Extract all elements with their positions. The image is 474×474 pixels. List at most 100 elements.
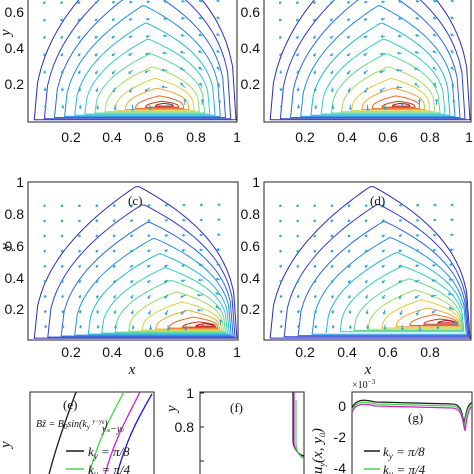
quiver-arrowhead [180, 312, 184, 315]
quiver-arrowhead [184, 328, 188, 331]
quiver-arrowhead [60, 219, 64, 223]
quiver-arrowhead [414, 295, 418, 299]
quiver-arrowhead [435, 99, 439, 102]
contour-line [353, 278, 464, 331]
quiver-arrowhead [279, 280, 283, 283]
quiver-arrowhead [78, 71, 81, 75]
contour-line [101, 267, 228, 334]
quiver-arrowhead [431, 310, 435, 314]
quiver-arrowhead [433, 218, 436, 222]
panel-e-legend-1: ky = π/8 [88, 444, 130, 461]
quiver-arrowhead [347, 89, 351, 93]
panel-d-ytick-2: 0.8 [241, 206, 261, 222]
quiver-arrowhead [128, 53, 131, 56]
panel-e: y (e) Bž = B0sin(ky y−y0) ym−y0 ky = π/8… [0, 391, 155, 474]
panel-c-xlabel: x [128, 362, 136, 378]
quiver-arrowhead [217, 203, 220, 207]
quiver-arrowhead [180, 34, 184, 37]
quiver-arrowhead [347, 71, 350, 75]
quiver-arrowhead [381, 234, 385, 237]
quiver-arrowhead [148, 107, 152, 110]
quiver-arrowhead [431, 279, 435, 282]
quiver-arrowhead [95, 265, 99, 268]
quiver-arrowhead [364, 219, 368, 222]
contour-line [33, 0, 237, 121]
quiver-arrowhead [379, 70, 383, 74]
panel-d-xtick-1: 0.2 [295, 344, 315, 360]
quiver-arrowhead [180, 17, 184, 20]
quiver-arrowhead [217, 82, 221, 86]
quiver-arrowhead [144, 70, 148, 73]
quiver-arrowhead [198, 33, 202, 37]
quiver-arrowhead [43, 18, 46, 22]
quiver-arrowhead [399, 312, 403, 316]
quiver-arrowhead [346, 53, 350, 57]
quiver-arrowhead [60, 53, 64, 57]
quiver-arrowhead [296, 280, 300, 284]
quiver-arrowhead [61, 295, 65, 299]
quiver-arrowhead [198, 263, 202, 267]
contour-line [330, 53, 441, 114]
quiver-arrowhead [61, 325, 65, 329]
quiver-arrowhead [313, 250, 317, 253]
quiver-arrowhead [164, 218, 168, 222]
quiver-arrowhead [348, 107, 352, 110]
quiver-arrowhead [180, 82, 183, 86]
quiver-arrowhead [383, 107, 387, 111]
quiver-arrowhead [313, 295, 317, 299]
panel-d: (d) 1 0.8 0.6 0.4 0.2 0.2 0.4 0.6 0.8 x [241, 174, 472, 378]
quiver-arrowhead [348, 280, 351, 284]
panel-d-contours [269, 186, 471, 339]
quiver-arrowhead [396, 68, 399, 72]
quiver-arrowhead [363, 53, 366, 56]
quiver-arrowhead [313, 36, 316, 39]
quiver-arrowhead [414, 279, 418, 283]
quiver-arrowhead [199, 218, 203, 222]
contour-line [320, 38, 446, 115]
quiver-arrowhead [331, 280, 334, 284]
panel-b-ytick-3: 0.2 [241, 76, 261, 92]
quiver-arrowhead [433, 0, 436, 3]
panel-a-ytick-2: 0.4 [5, 40, 25, 56]
contour-line [381, 100, 416, 108]
panel-a-contours [33, 0, 237, 121]
quiver-arrowhead [43, 105, 47, 109]
quiver-arrowhead [216, 50, 220, 53]
contour-line [114, 279, 226, 333]
quiver-arrowhead [364, 265, 368, 268]
quiver-arrowhead [43, 219, 47, 223]
quiver-arrowhead [78, 106, 82, 109]
contour-line [154, 309, 221, 330]
quiver-arrowhead [129, 90, 132, 93]
panel-a-ylabel: y [0, 29, 14, 38]
quiver-arrowhead [330, 234, 334, 238]
panel-c-xtick-5: 1 [233, 344, 241, 360]
panel-a-xtick-1: 0.2 [61, 129, 81, 145]
quiver-arrowhead [43, 249, 47, 253]
quiver-arrowhead [397, 51, 400, 55]
quiver-arrowhead [95, 280, 99, 284]
quiver-arrowhead [61, 88, 64, 92]
quiver-arrowhead [183, 98, 187, 102]
quiver-arrowhead [381, 219, 385, 222]
panel-d-ytick-1: 1 [252, 174, 260, 190]
panel-d-quiver [279, 203, 457, 332]
quiver-arrowhead [312, 1, 316, 4]
quiver-arrowhead [43, 265, 47, 268]
quiver-arrowhead [366, 108, 370, 111]
panel-g-label: (g) [408, 410, 423, 425]
panel-c-ytick-5: 0.2 [5, 301, 25, 317]
panel-d-xlabel: x [364, 362, 372, 378]
panel-f-frame [199, 391, 305, 474]
quiver-arrowhead [163, 0, 167, 4]
quiver-arrowhead [112, 249, 116, 253]
quiver-arrowhead [78, 295, 82, 299]
panel-e-label: (e) [63, 397, 77, 412]
quiver-arrowhead [94, 1, 98, 4]
quiver-arrowhead [347, 265, 351, 268]
quiver-arrowhead [415, 34, 418, 37]
quiver-arrowhead [451, 82, 455, 86]
quiver-arrowhead [60, 36, 64, 39]
quiver-arrowhead [381, 0, 384, 4]
panel-f-line-3 [295, 400, 305, 460]
